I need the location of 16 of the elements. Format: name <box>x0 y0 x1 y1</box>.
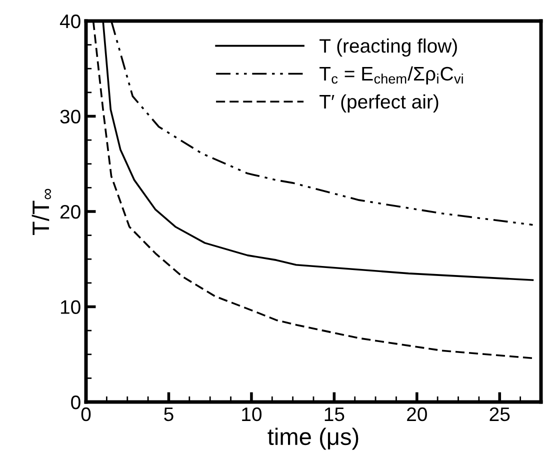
legend-label: T$_{c}$ = E$_{chem}$/Σρ$_{i}$C$_{vi}$ <box>320 66 463 84</box>
x-tick-label: 15 <box>324 408 344 422</box>
x-tick-label: 0 <box>81 407 91 422</box>
x-tick-label: 10 <box>242 407 262 422</box>
legend-label: T′ (perfect air) <box>320 94 438 112</box>
y-tick-label: 10 <box>60 300 80 314</box>
x-tick-label: 5 <box>164 408 174 422</box>
x-axis-title: time (μs) <box>268 428 358 450</box>
y-tick-label: 30 <box>60 110 80 124</box>
y-tick-label: 20 <box>60 204 80 219</box>
y-tick-label: 40 <box>60 14 80 28</box>
x-tick-label: 20 <box>407 407 427 422</box>
y-axis-title: T/T$_{∞}$ <box>32 188 52 236</box>
y-tick-label: 0 <box>71 395 80 410</box>
x-tick-label: 25 <box>490 407 510 422</box>
legend-label: T (reacting flow) <box>320 38 457 57</box>
